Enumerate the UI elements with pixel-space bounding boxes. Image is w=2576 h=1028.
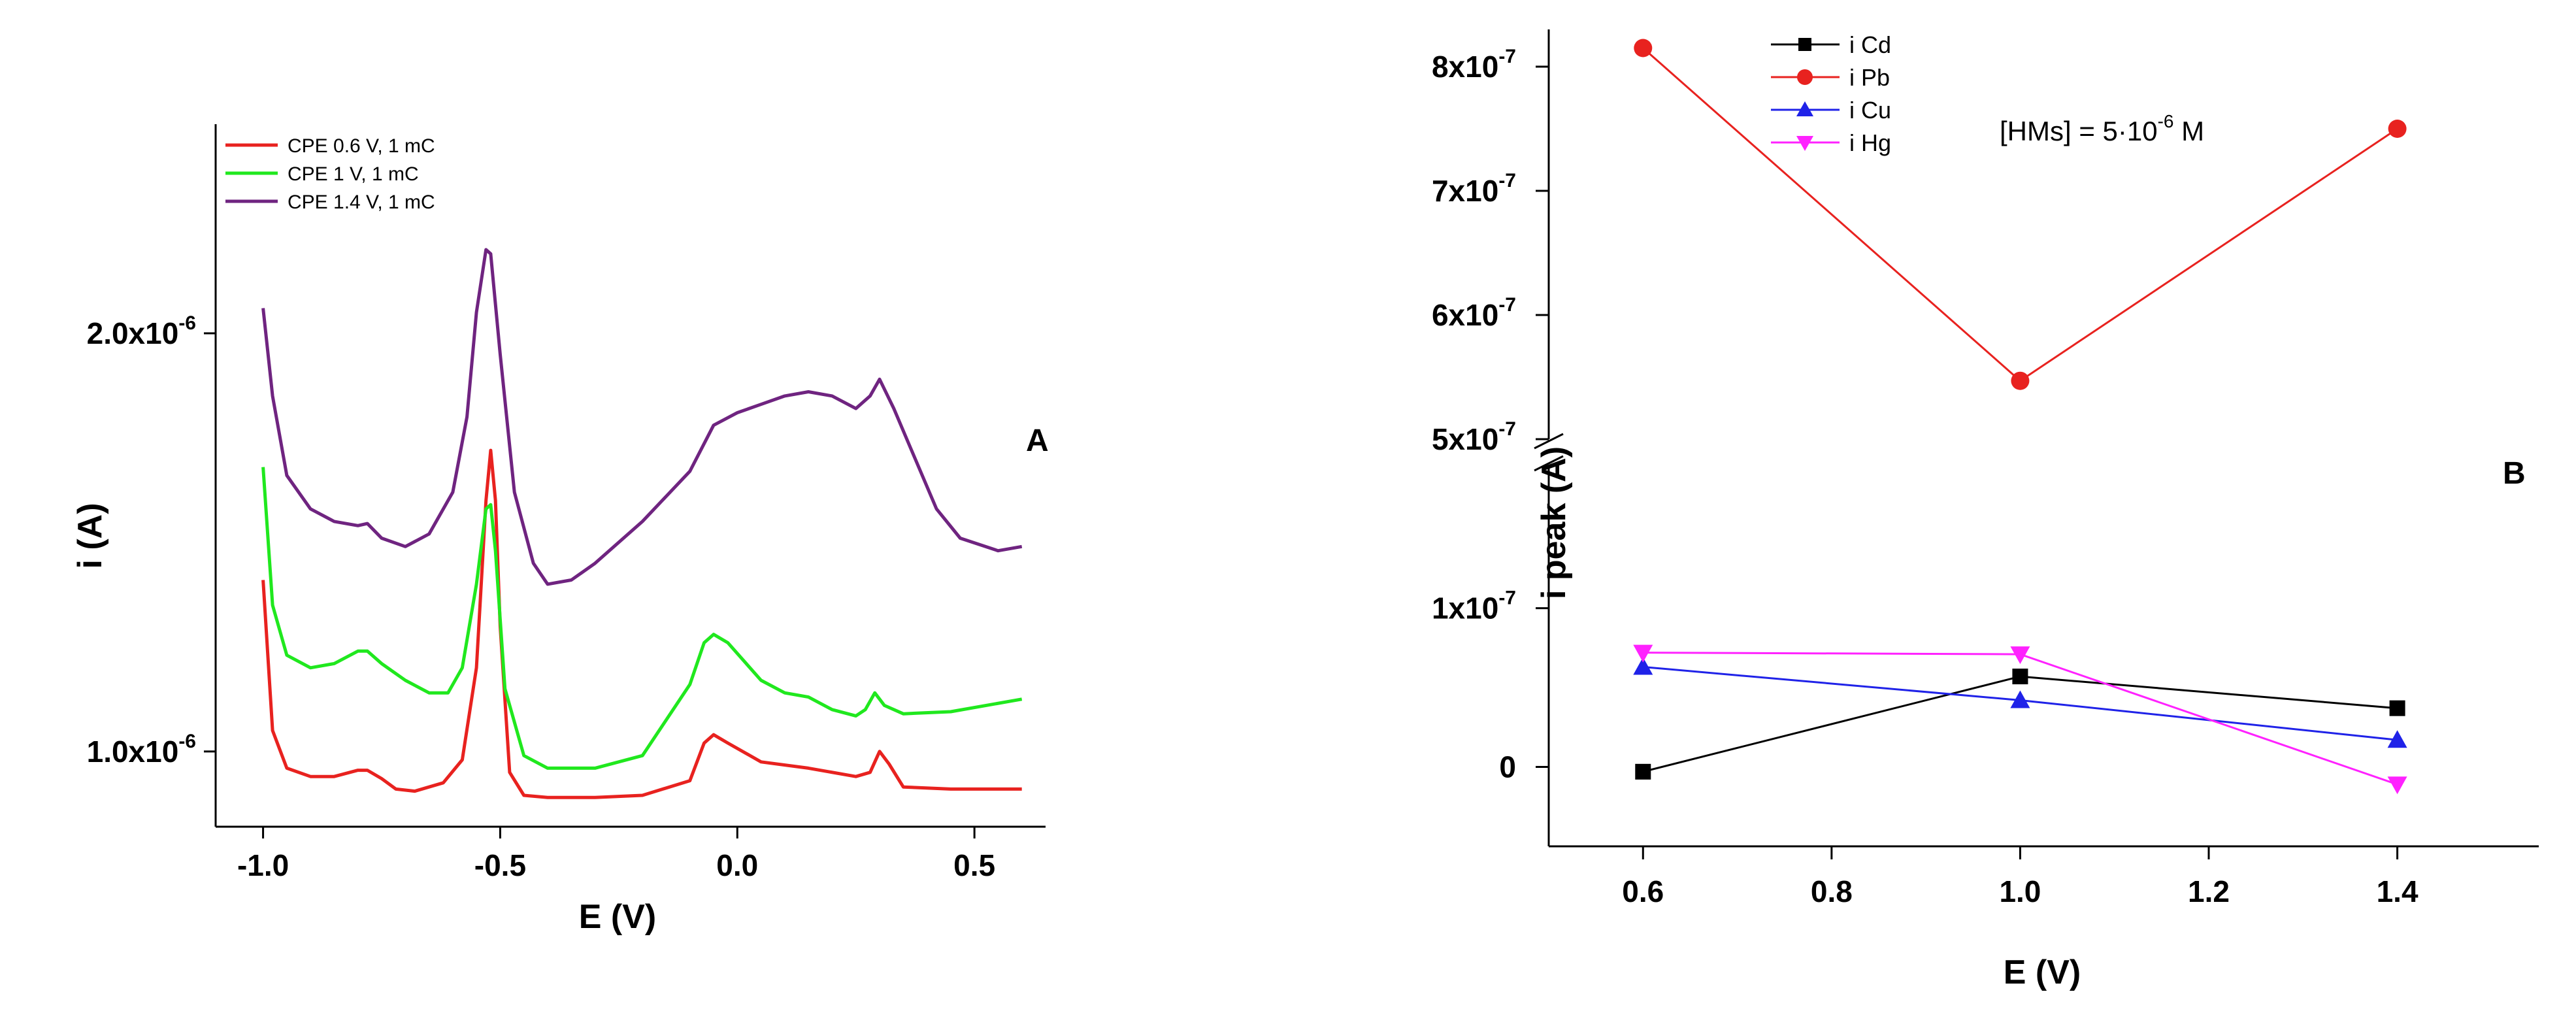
panel-b-legend-marker: [1797, 69, 1813, 85]
panel-b-y-tick-label-exponent: -7: [1498, 588, 1516, 609]
panel-b-x-tick-label: 1.0: [1999, 874, 2041, 908]
panel-b-data-point: [2011, 371, 2030, 390]
annotation-suffix: M: [2174, 116, 2205, 146]
annotation-prefix: [HMs] = 5·10: [2000, 116, 2158, 146]
panel-b-data-point: [2012, 669, 2028, 685]
panel-a: -1.0 -0.5 0.0 0.51.0x10-62.0x10-6 CPE 0.6 V…: [71, 124, 1049, 936]
panel-b-y-tick-label-exponent: -7: [1498, 46, 1516, 67]
panel-a-series-line: [261, 448, 1022, 799]
panel-a-x-tick-label: 0.5: [953, 848, 995, 882]
panel-a-y-axis-title: i (A): [71, 503, 109, 569]
panel-b-y-tick-label-mantissa: 0: [1499, 750, 1516, 784]
panel-a-axes: -1.0 -0.5 0.0 0.51.0x10-62.0x10-6: [87, 124, 1046, 882]
panel-b-x-tick-label: 0.8: [1811, 874, 1853, 908]
panel-b-data-point: [2387, 730, 2407, 748]
panel-a-legend: CPE 0.6 V, 1 mC CPE 1 V, 1 mC CPE 1.4 V, 1…: [225, 135, 435, 213]
panel-b-data-point: [2010, 690, 2030, 708]
panel-b-data-point: [1633, 657, 1653, 675]
panel-b-axis-break-mark: [1534, 455, 1564, 472]
panel-a-series-line: [261, 248, 1023, 586]
panel-b-y-tick-label: 8x10-7: [1432, 46, 1516, 84]
panel-b-data-point: [1634, 39, 1653, 58]
panel-b-legend-marker: [1798, 38, 1811, 51]
panel-b-series: [1633, 39, 2407, 795]
panel-b-data-point: [2387, 776, 2407, 795]
panel-a-y-tick-label-mantissa: 1.0x10: [87, 735, 179, 769]
panel-b-x-tick-label: 1.4: [2377, 874, 2419, 908]
panel-b-y-tick-label-exponent: -7: [1498, 418, 1516, 440]
panel-b-data-point: [2388, 120, 2407, 138]
panel-b-label: B: [2503, 456, 2526, 491]
panel-b-y-tick-label-mantissa: 7x10: [1432, 174, 1498, 208]
panel-a-legend-label: CPE 0.6 V, 1 mC: [288, 135, 435, 157]
panel-b-concentration-annotation: [HMs] = 5·10-6 M: [2000, 111, 2204, 146]
panel-b-data-point: [2010, 646, 2030, 665]
panel-b-x-tick-label: 0.6: [1622, 874, 1664, 908]
panel-a-x-tick-label: 0.0: [716, 848, 758, 882]
panel-b-y-axis-title: i peak (A): [1535, 446, 1573, 599]
panel-a-y-tick-label-mantissa: 2.0x10: [87, 316, 179, 350]
panel-b-legend-marker: [1796, 101, 1813, 116]
panel-b-legend-label: i Pb: [1849, 64, 1890, 91]
panel-a-series: [261, 248, 1023, 799]
panel-b-y-tick-label: 1x10-7: [1432, 588, 1516, 625]
panel-a-series-line: [261, 467, 1023, 770]
panel-a-label: A: [1026, 423, 1049, 458]
panel-b-legend-label: i Cu: [1849, 97, 1891, 124]
panel-b-data-point: [1633, 644, 1653, 663]
panel-b-legend-label: i Cd: [1849, 31, 1891, 58]
panel-b-data-point: [1635, 763, 1651, 780]
panel-b-y-tick-label: 6x10-7: [1432, 294, 1516, 332]
panel-b-axes: 0.6 0.8 1.0 1.2 1.45x10-76x10-77x10-78x10-70…: [1432, 29, 2539, 908]
panel-b-series-line: [1642, 47, 2398, 382]
panel-b-y-tick-label-mantissa: 5x10: [1432, 422, 1498, 456]
panel-a-x-tick-label: -1.0: [237, 848, 289, 882]
panel-a-x-tick-label: -0.5: [474, 848, 526, 882]
panel-b-y-tick-label-mantissa: 6x10: [1432, 298, 1498, 332]
panel-a-y-tick-label-exponent: -6: [178, 312, 196, 334]
panel-b-y-tick-label: 5x10-7: [1432, 418, 1516, 456]
panel-a-legend-label: CPE 1 V, 1 mC: [288, 163, 419, 185]
panel-a-x-axis-title: E (V): [579, 898, 656, 936]
panel-b-x-axis-title: E (V): [2004, 953, 2081, 991]
panel-b-y-tick-label: 0: [1499, 750, 1516, 784]
panel-b-legend-marker: [1796, 136, 1813, 151]
panel-a-legend-label: CPE 1.4 V, 1 mC: [288, 191, 435, 213]
panel-b-legend: i Cd i Pb i Cu i Hg: [1771, 31, 1891, 156]
panel-b-y-tick-label-exponent: -7: [1498, 294, 1516, 316]
panel-a-y-tick-label-exponent: -6: [178, 731, 196, 752]
panel-a-y-tick-label: 1.0x10-6: [87, 731, 196, 769]
panel-b-y-tick-label-exponent: -7: [1498, 170, 1516, 191]
panel-b-y-tick-label-mantissa: 8x10: [1432, 50, 1498, 84]
panel-b-x-tick-label: 1.2: [2188, 874, 2230, 908]
panel-b-y-tick-label: 7x10-7: [1432, 170, 1516, 208]
panel-b-data-point: [2389, 700, 2405, 716]
annotation-exponent: -6: [2158, 111, 2174, 131]
panel-b-axis-break-mark: [1534, 433, 1564, 450]
panel-a-y-tick-label: 2.0x10-6: [87, 312, 196, 350]
panel-b-legend-label: i Hg: [1849, 129, 1891, 156]
panel-b: 0.6 0.8 1.0 1.2 1.45x10-76x10-77x10-78x10-70…: [1432, 29, 2539, 991]
panel-b-y-tick-label-mantissa: 1x10: [1432, 591, 1498, 625]
